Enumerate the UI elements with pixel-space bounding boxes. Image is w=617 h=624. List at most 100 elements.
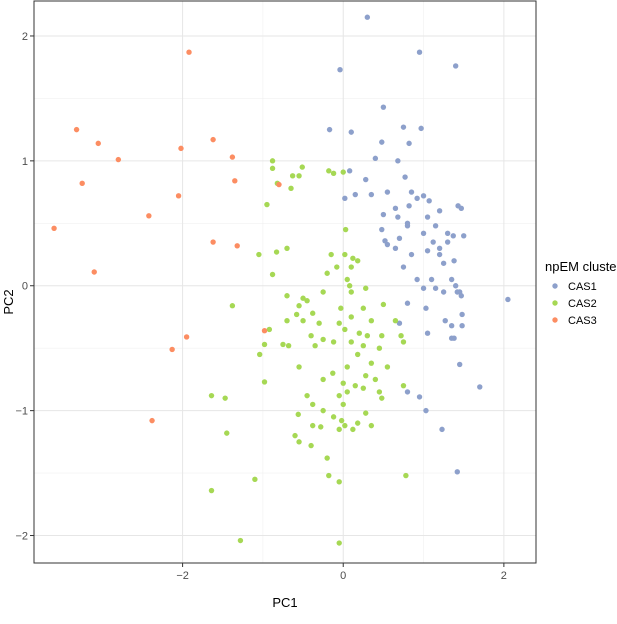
data-point [261,341,268,348]
data-point [326,126,333,133]
data-point [454,289,460,295]
data-point [324,270,330,276]
data-point [348,129,354,135]
data-point [400,339,407,345]
data-point [91,269,97,275]
data-point [451,258,457,264]
data-point [379,226,385,233]
data-point [360,305,367,311]
data-point [426,198,432,204]
data-point [229,154,236,160]
data-point [392,205,399,212]
data-point [336,320,342,326]
data-point [368,360,375,366]
data-point [310,422,316,429]
data-point [376,389,383,395]
data-point [342,195,348,202]
data-point [459,323,465,329]
data-point [423,305,429,311]
data-point [224,430,230,436]
data-point [379,333,385,339]
panel-background [33,0,537,564]
data-point [210,239,216,245]
data-point [352,382,358,389]
data-point [454,469,460,475]
data-point [356,330,362,336]
data-point [222,395,228,401]
data-point [360,385,367,391]
data-point [304,298,310,304]
data-point [320,289,326,295]
data-point [310,401,316,408]
data-point [364,333,371,339]
data-point [372,155,379,162]
data-point [414,276,420,283]
data-point [364,14,371,20]
data-point [288,185,294,192]
data-point [363,176,369,183]
legend-key-cas1 [552,283,558,289]
x-tick-label: −2 [176,570,189,582]
data-point [293,311,300,318]
data-point [318,424,324,430]
data-point [406,140,412,147]
data-point [363,410,369,416]
data-point [326,168,332,174]
data-point [348,339,354,345]
data-point [368,422,375,429]
data-point [440,289,447,295]
legend-label: CAS2 [568,298,597,310]
data-point [444,239,451,245]
legend-title: npEM cluster [545,259,617,274]
data-point [296,364,302,370]
data-point [312,342,318,349]
data-point [289,173,296,179]
y-axis: −2 −1 0 1 2 [15,31,34,543]
data-point [300,295,306,301]
y-tick-label: −1 [15,406,28,418]
data-point [380,211,387,218]
data-point [342,326,348,333]
data-points [51,14,511,546]
data-point [368,318,375,324]
data-point [350,255,356,261]
data-point [186,49,192,55]
y-tick-label: 1 [22,156,28,168]
data-point [296,439,302,445]
data-point [461,233,467,239]
data-point [384,364,391,370]
data-point [368,191,375,198]
data-point [432,223,439,229]
y-axis-title: PC2 [1,289,16,314]
legend-key-cas3 [552,317,558,323]
data-point [444,230,451,236]
data-point [436,245,443,251]
data-point [428,276,435,283]
x-axis-title: PC1 [272,595,297,610]
data-point [363,372,369,379]
data-point [284,318,290,324]
data-point [316,320,322,326]
data-point [340,380,346,386]
data-point [252,476,258,483]
data-point [336,392,342,399]
data-point [439,426,445,433]
data-point [310,310,316,316]
data-point [51,225,57,231]
panel-border [33,0,537,564]
data-point [330,339,337,345]
data-point [416,394,423,400]
data-point [342,422,348,429]
data-point [408,251,415,258]
data-point [424,248,431,254]
x-tick-label: 0 [340,570,346,582]
data-point [295,411,301,418]
data-point [300,318,306,324]
data-point [336,479,342,485]
data-point [273,249,280,255]
data-point [284,293,290,299]
data-point [308,442,314,449]
data-point [175,193,182,199]
data-point [208,487,215,494]
data-point [178,145,184,152]
